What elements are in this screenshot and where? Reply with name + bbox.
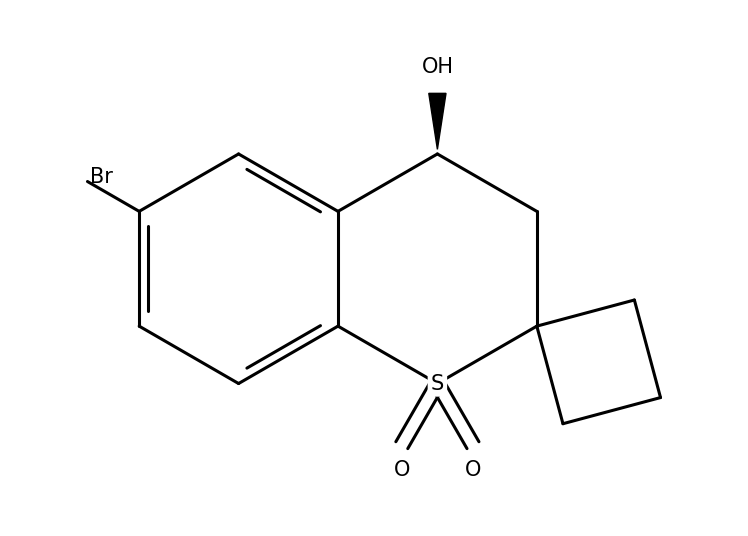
- Polygon shape: [429, 93, 446, 150]
- Text: Br: Br: [90, 167, 113, 187]
- Text: O: O: [465, 460, 481, 480]
- Text: S: S: [431, 374, 444, 393]
- Text: O: O: [393, 460, 410, 480]
- Text: OH: OH: [421, 57, 453, 77]
